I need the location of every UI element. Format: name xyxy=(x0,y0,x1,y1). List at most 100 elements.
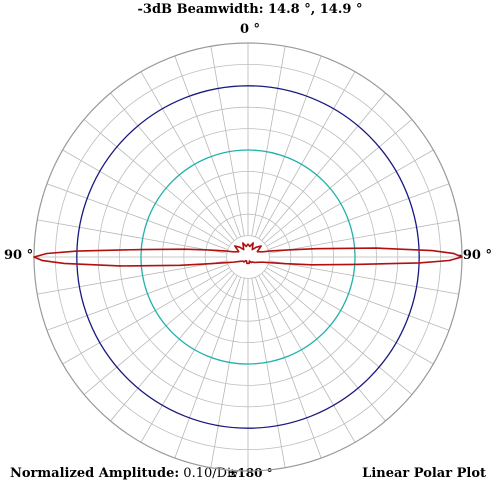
series-point xyxy=(243,261,245,263)
series-point xyxy=(63,262,65,265)
series-point xyxy=(249,245,251,248)
chart-title: -3dB Beamwidth: 14.8 °, 14.9 ° xyxy=(137,2,363,17)
grid-spoke xyxy=(83,270,232,395)
series-point xyxy=(242,260,244,262)
grid-spoke xyxy=(266,149,434,247)
grid-spoke xyxy=(267,183,450,251)
series-point xyxy=(183,248,185,250)
grid-spoke xyxy=(264,119,413,244)
series-point xyxy=(246,262,248,264)
reference-circle xyxy=(76,85,420,429)
series-point xyxy=(248,262,250,264)
series-point xyxy=(431,249,433,252)
grid-spoke xyxy=(266,267,434,365)
series-point xyxy=(245,260,248,262)
series-point xyxy=(207,249,209,251)
grid-spoke xyxy=(110,273,235,422)
angle-label-top: 0 ° xyxy=(239,22,261,37)
grid-spoke xyxy=(269,219,459,254)
grid-spoke xyxy=(140,71,238,239)
series-point xyxy=(418,262,420,264)
grid-ring xyxy=(97,106,399,408)
series-point xyxy=(33,256,35,258)
series-point xyxy=(234,245,236,247)
series-point xyxy=(243,248,245,251)
angle-label-left: 90 ° xyxy=(4,248,34,263)
series-point xyxy=(256,261,258,263)
grid-ring xyxy=(226,235,270,279)
grid-spoke xyxy=(83,119,232,244)
series-point xyxy=(250,261,252,264)
series-point xyxy=(311,264,313,266)
grid-spoke xyxy=(258,275,356,443)
grid-spoke xyxy=(261,92,386,241)
grid-spoke xyxy=(269,260,459,295)
series-point xyxy=(268,261,270,264)
series-point xyxy=(248,260,251,262)
grid-spoke xyxy=(110,92,235,241)
series-point xyxy=(253,261,256,264)
grid-spoke xyxy=(37,260,227,295)
series-point xyxy=(260,245,262,247)
series-point xyxy=(245,245,247,248)
series-point xyxy=(242,242,244,244)
series-point xyxy=(375,247,377,249)
series-point xyxy=(461,256,463,258)
grid-spoke xyxy=(254,276,322,459)
series-point xyxy=(256,251,258,253)
grid-spoke xyxy=(62,267,230,365)
series-point xyxy=(224,250,226,252)
series-point xyxy=(354,263,356,266)
series-point xyxy=(452,252,455,255)
series-point xyxy=(46,252,48,255)
series-point xyxy=(251,248,253,251)
series-point xyxy=(233,261,235,263)
series-point xyxy=(255,246,257,248)
reference-circles xyxy=(76,85,420,429)
grid-spoke xyxy=(62,149,230,247)
series-point xyxy=(247,262,249,265)
series-point xyxy=(209,263,211,265)
series-point xyxy=(119,265,121,267)
amplitude-label: Normalized Amplitude: xyxy=(10,466,180,481)
grid-spoke xyxy=(210,46,245,236)
plot-type-label: Linear Polar Plot xyxy=(362,466,486,481)
grid-spoke xyxy=(251,46,286,236)
grid-ring xyxy=(161,170,334,343)
grid-spoke xyxy=(264,270,413,395)
grid-spoke xyxy=(140,275,238,443)
series-point xyxy=(261,251,263,253)
grid-spoke xyxy=(251,278,286,468)
series-point xyxy=(285,263,287,265)
grid-ring xyxy=(119,128,377,386)
grid-spoke xyxy=(174,55,242,238)
series-point xyxy=(239,260,242,262)
grid-ring xyxy=(54,63,442,451)
grid-spoke xyxy=(254,55,322,238)
grid-spoke xyxy=(261,273,386,422)
grid-spoke xyxy=(37,219,227,254)
series-point xyxy=(140,248,142,251)
series-point xyxy=(251,261,253,263)
polar-grid xyxy=(33,42,463,472)
series-point xyxy=(226,261,228,264)
series-point xyxy=(179,264,181,266)
series-point xyxy=(239,246,241,248)
grid-spoke xyxy=(46,263,229,331)
angle-label-bottom: ±180 ° xyxy=(227,466,273,480)
grid-spoke xyxy=(210,278,245,468)
series-point xyxy=(238,251,240,253)
reference-circle xyxy=(140,149,356,365)
series-point xyxy=(41,259,44,262)
grid-spoke xyxy=(174,276,242,459)
series-point xyxy=(247,243,249,245)
series-point xyxy=(270,250,272,252)
series-point xyxy=(287,249,289,251)
series-point xyxy=(448,259,450,262)
grid-ring xyxy=(183,192,313,322)
series-point xyxy=(233,251,235,253)
series-point xyxy=(315,248,317,250)
series-point xyxy=(261,261,263,263)
grid-ring xyxy=(204,213,292,301)
